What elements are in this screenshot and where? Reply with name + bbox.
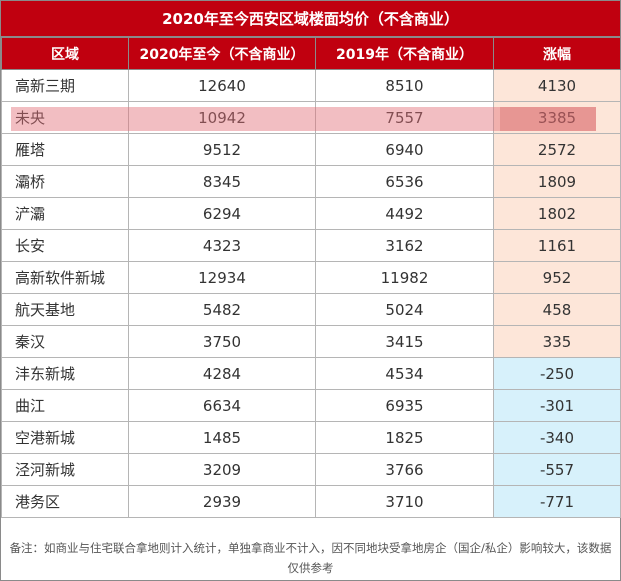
table-row: 高新软件新城 12934 11982 952: [1, 261, 621, 294]
cell-price-2019: 4492: [315, 197, 494, 230]
cell-price-2020: 6294: [128, 197, 316, 230]
table-row: 长安 4323 3162 1161: [1, 229, 621, 262]
cell-change: 952: [493, 261, 621, 294]
table-row: 未央 10942 7557 3385: [1, 101, 621, 134]
cell-region: 沣东新城: [1, 357, 129, 390]
header-change: 涨幅: [493, 37, 621, 70]
cell-change: 1802: [493, 197, 621, 230]
cell-change: 458: [493, 293, 621, 326]
cell-price-2020: 3209: [128, 453, 316, 486]
cell-region: 浐灞: [1, 197, 129, 230]
table-row: 灞桥 8345 6536 1809: [1, 165, 621, 198]
table-row: 泾河新城 3209 3766 -557: [1, 453, 621, 486]
cell-region: 高新软件新城: [1, 261, 129, 294]
cell-price-2020: 5482: [128, 293, 316, 326]
cell-price-2019: 11982: [315, 261, 494, 294]
table-row: 雁塔 9512 6940 2572: [1, 133, 621, 166]
cell-price-2020: 1485: [128, 421, 316, 454]
header-region: 区域: [1, 37, 129, 70]
cell-change: 335: [493, 325, 621, 358]
cell-change: 2572: [493, 133, 621, 166]
table-row: 高新三期 12640 8510 4130: [1, 69, 621, 102]
cell-region: 长安: [1, 229, 129, 262]
table-row: 航天基地 5482 5024 458: [1, 293, 621, 326]
cell-change: -250: [493, 357, 621, 390]
cell-region: 高新三期: [1, 69, 129, 102]
cell-region: 秦汉: [1, 325, 129, 358]
price-table: 区域 2020年至今（不含商业） 2019年（不含商业） 涨幅 高新三期 1264…: [1, 37, 621, 518]
cell-region: 曲江: [1, 389, 129, 422]
cell-price-2020: 3750: [128, 325, 316, 358]
cell-change: 1809: [493, 165, 621, 198]
header-price-2019: 2019年（不含商业）: [315, 37, 494, 70]
cell-price-2019: 6940: [315, 133, 494, 166]
header-price-2020: 2020年至今（不含商业）: [128, 37, 316, 70]
table-row: 浐灞 6294 4492 1802: [1, 197, 621, 230]
cell-change: 1161: [493, 229, 621, 262]
cell-price-2019: 7557: [315, 101, 494, 134]
cell-price-2020: 6634: [128, 389, 316, 422]
table-row: 曲江 6634 6935 -301: [1, 389, 621, 422]
table-body: 高新三期 12640 8510 4130 未央 10942 7557 3385 雁塔 9512 69…: [1, 69, 621, 518]
cell-change: -557: [493, 453, 621, 486]
cell-change: 4130: [493, 69, 621, 102]
cell-price-2020: 12934: [128, 261, 316, 294]
cell-region: 雁塔: [1, 133, 129, 166]
cell-price-2019: 3162: [315, 229, 494, 262]
cell-change: -340: [493, 421, 621, 454]
cell-region: 空港新城: [1, 421, 129, 454]
cell-price-2019: 6935: [315, 389, 494, 422]
cell-price-2020: 4323: [128, 229, 316, 262]
cell-change: -771: [493, 485, 621, 518]
table-title: 2020年至今西安区域楼面均价（不含商业）: [1, 1, 620, 37]
cell-price-2020: 2939: [128, 485, 316, 518]
cell-region: 未央: [1, 101, 129, 134]
cell-price-2019: 1825: [315, 421, 494, 454]
cell-price-2019: 6536: [315, 165, 494, 198]
cell-price-2020: 10942: [128, 101, 316, 134]
cell-region: 灞桥: [1, 165, 129, 198]
table-row: 空港新城 1485 1825 -340: [1, 421, 621, 454]
table-row: 秦汉 3750 3415 335: [1, 325, 621, 358]
cell-change: 3385: [493, 101, 621, 134]
cell-price-2019: 3415: [315, 325, 494, 358]
cell-price-2019: 5024: [315, 293, 494, 326]
table-header-row: 区域 2020年至今（不含商业） 2019年（不含商业） 涨幅: [1, 37, 621, 70]
cell-price-2019: 3710: [315, 485, 494, 518]
cell-price-2020: 12640: [128, 69, 316, 102]
cell-price-2020: 9512: [128, 133, 316, 166]
cell-price-2019: 8510: [315, 69, 494, 102]
cell-change: -301: [493, 389, 621, 422]
table-row: 港务区 2939 3710 -771: [1, 485, 621, 518]
cell-price-2019: 3766: [315, 453, 494, 486]
cell-region: 泾河新城: [1, 453, 129, 486]
cell-region: 港务区: [1, 485, 129, 518]
cell-price-2019: 4534: [315, 357, 494, 390]
cell-region: 航天基地: [1, 293, 129, 326]
table-footnote: 备注：如商业与住宅联合拿地则计入统计，单独拿商业不计入，因不同地块受拿地房企（国…: [9, 541, 612, 575]
cell-price-2020: 8345: [128, 165, 316, 198]
table-row: 沣东新城 4284 4534 -250: [1, 357, 621, 390]
cell-price-2020: 4284: [128, 357, 316, 390]
